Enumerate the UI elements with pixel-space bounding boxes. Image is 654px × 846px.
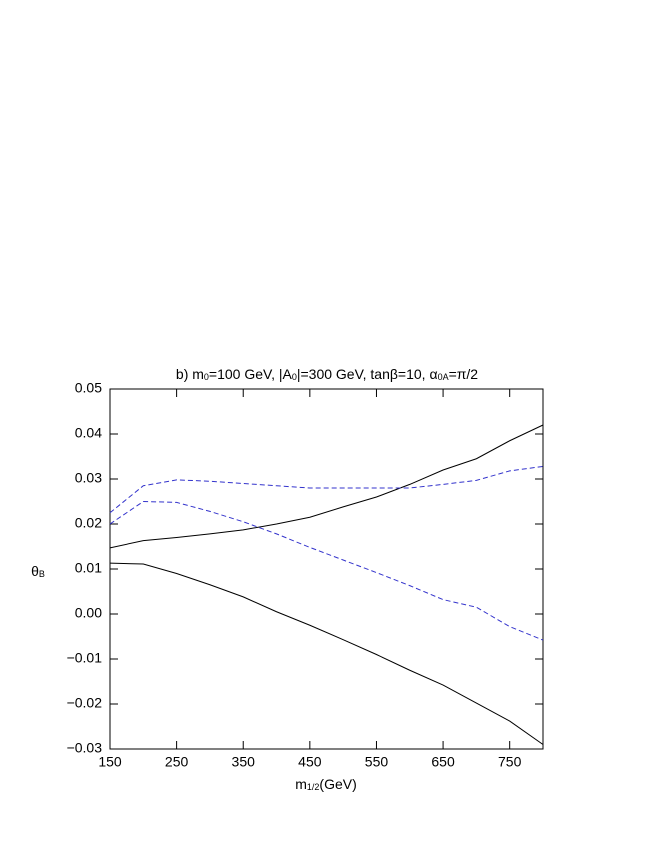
x-tick-label: 250 <box>165 754 189 770</box>
text-part: =π/2 <box>449 366 479 382</box>
series-line <box>109 424 544 549</box>
x-tick-label: 650 <box>431 754 455 770</box>
x-tick-label: 750 <box>498 754 522 770</box>
plot-frame <box>109 388 544 750</box>
text-part: b) m <box>176 366 204 382</box>
series-line <box>109 465 544 514</box>
y-tick-label: −0.01 <box>67 650 103 666</box>
y-tick-label: 0.00 <box>75 605 102 621</box>
subscript: 1/2 <box>307 782 320 792</box>
y-tick-label: 0.03 <box>75 470 102 486</box>
text-part: θ <box>31 563 39 579</box>
y-tick-label: 0.04 <box>75 425 102 441</box>
y-tick-label: −0.03 <box>67 740 103 756</box>
x-tick-label: 550 <box>365 754 389 770</box>
y-tick-label: −0.02 <box>67 695 103 711</box>
subscript: 0 <box>292 372 297 382</box>
y-tick-label: 0.02 <box>75 515 102 531</box>
text-part: (GeV) <box>319 776 356 792</box>
y-tick-label: 0.01 <box>75 560 102 576</box>
text-part: =100 GeV, |A <box>209 366 293 382</box>
subscript: 0A <box>438 372 449 382</box>
series-line <box>109 500 544 641</box>
chart-title: b) m0=100 GeV, |A0|=300 GeV, tanβ=10, α0… <box>176 366 478 382</box>
x-tick-label: 450 <box>298 754 322 770</box>
text-part: m <box>295 776 307 792</box>
x-axis-label: m1/2(GeV) <box>295 776 357 792</box>
text-part: |=300 GeV, tanβ=10, α <box>297 366 438 382</box>
x-tick-label: 350 <box>232 754 256 770</box>
y-axis-label: θB <box>31 563 45 579</box>
subscript: B <box>39 569 45 579</box>
subscript: 0 <box>204 372 209 382</box>
x-tick-label: 150 <box>98 754 122 770</box>
y-tick-label: 0.05 <box>75 380 102 396</box>
series-line <box>109 562 544 745</box>
